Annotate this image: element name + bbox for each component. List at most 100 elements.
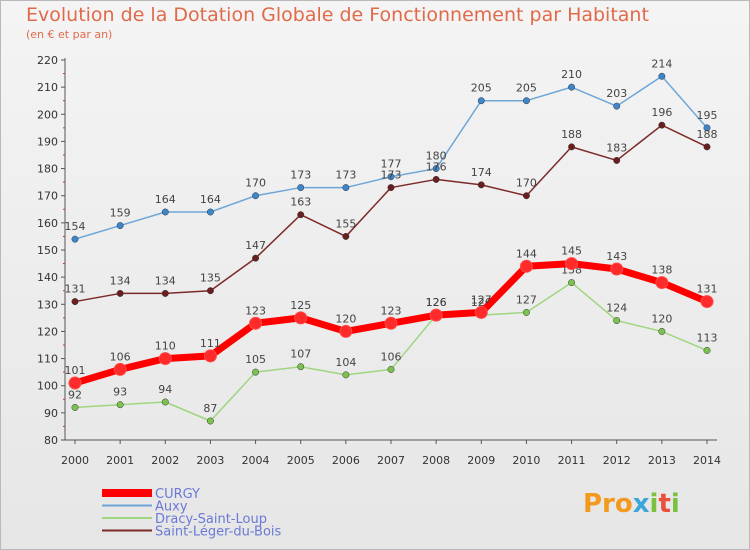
y-tick-label: 200	[37, 108, 58, 121]
data-label: 127	[471, 293, 492, 306]
y-tick-label: 120	[37, 325, 58, 338]
data-point	[252, 368, 260, 376]
data-label: 104	[335, 356, 356, 369]
x-tick-label: 2010	[512, 454, 540, 467]
data-label: 147	[245, 239, 266, 252]
data-label: 173	[290, 169, 311, 182]
data-label: 127	[516, 293, 537, 306]
y-tick-label: 180	[37, 163, 58, 176]
x-tick-label: 2014	[693, 454, 721, 467]
data-label: 143	[606, 250, 627, 263]
data-point	[342, 232, 350, 240]
data-label: 176	[426, 160, 447, 173]
x-tick-label: 2012	[603, 454, 631, 467]
data-label: 195	[697, 109, 718, 122]
legend: CURGYAuxyDracy-Saint-LoupSaint-Léger-du-…	[102, 487, 282, 540]
data-point	[297, 363, 305, 371]
data-label: 205	[471, 82, 492, 95]
data-point	[613, 156, 621, 164]
series-saint-l-ger-du-bois: 131 134 134 135 147 163 155 173 176 174 170 188 183 1…	[65, 106, 718, 306]
data-point	[387, 173, 395, 181]
data-point	[71, 298, 79, 306]
data-point	[658, 327, 666, 335]
data-point	[297, 184, 305, 192]
data-label: 93	[113, 386, 127, 399]
y-tick-label: 140	[37, 271, 58, 284]
data-label: 106	[110, 350, 131, 363]
x-tick-label: 2009	[467, 454, 495, 467]
data-label: 101	[65, 364, 86, 377]
x-tick-label: 2004	[242, 454, 270, 467]
data-label: 106	[381, 350, 402, 363]
data-label: 111	[200, 337, 221, 350]
data-label: 164	[155, 193, 176, 206]
x-tick-label: 2000	[61, 454, 89, 467]
data-label: 105	[245, 353, 266, 366]
data-point	[568, 279, 576, 287]
data-label: 159	[110, 207, 131, 220]
x-tick-label: 2008	[422, 454, 450, 467]
data-point	[297, 211, 305, 219]
data-label: 120	[335, 312, 356, 325]
data-label: 145	[561, 245, 582, 258]
y-tick-label: 150	[37, 244, 58, 257]
data-label: 173	[381, 169, 402, 182]
data-point	[522, 308, 530, 316]
data-label: 120	[651, 312, 672, 325]
data-label: 113	[697, 331, 718, 344]
data-point	[68, 376, 82, 390]
data-label: 173	[335, 169, 356, 182]
data-label: 124	[606, 302, 627, 315]
data-point	[703, 346, 711, 354]
data-label: 154	[65, 220, 86, 233]
data-label: 177	[381, 158, 402, 171]
data-label: 134	[110, 274, 131, 287]
legend-label: CURGY	[155, 487, 200, 502]
data-point	[339, 324, 353, 338]
data-point	[116, 222, 124, 230]
data-point	[116, 401, 124, 409]
data-label: 131	[65, 283, 86, 296]
y-tick-label: 160	[37, 217, 58, 230]
data-label: 174	[471, 166, 492, 179]
y-tick-label: 110	[37, 353, 58, 366]
data-label: 203	[606, 87, 627, 100]
x-tick-label: 2002	[151, 454, 179, 467]
legend-label: Saint-Léger-du-Bois	[155, 525, 282, 540]
data-label: 183	[606, 141, 627, 154]
data-label: 131	[697, 283, 718, 296]
data-point	[613, 102, 621, 110]
y-tick-label: 100	[37, 380, 58, 393]
data-label: 123	[245, 304, 266, 317]
data-point	[116, 289, 124, 297]
x-tick-label: 2005	[287, 454, 315, 467]
data-point	[71, 235, 79, 243]
data-point	[161, 208, 169, 216]
x-tick-label: 2007	[377, 454, 405, 467]
data-point	[703, 143, 711, 151]
data-point	[203, 349, 217, 363]
y-tick-label: 80	[44, 434, 58, 447]
data-point	[249, 316, 263, 330]
x-tick-label: 2013	[648, 454, 676, 467]
data-point	[477, 97, 485, 105]
data-point	[158, 352, 172, 366]
data-point	[432, 165, 440, 173]
chart-subtitle: (en € et par an)	[26, 28, 113, 41]
data-point	[252, 192, 260, 200]
data-point	[658, 121, 666, 129]
data-point	[522, 192, 530, 200]
data-point	[565, 257, 579, 271]
series-curgy: 101 106 110 111 123 125 120 123 126 127 144 145 143 1…	[65, 245, 718, 390]
data-label: 163	[290, 196, 311, 209]
data-point	[568, 83, 576, 91]
data-point	[432, 175, 440, 183]
data-point	[384, 316, 398, 330]
data-point	[161, 289, 169, 297]
data-point	[429, 308, 443, 322]
axes: 8090100110120130140150160170180190200210…	[37, 54, 721, 467]
data-point	[522, 97, 530, 105]
data-point	[161, 398, 169, 406]
data-label: 107	[290, 348, 311, 361]
